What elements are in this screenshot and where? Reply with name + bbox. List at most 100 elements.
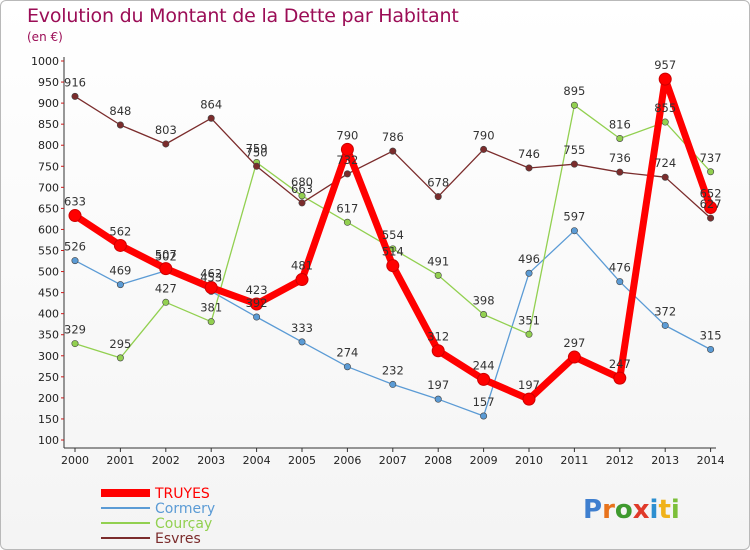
data-point	[480, 311, 488, 319]
chart-title: Evolution du Montant de la Dette par Hab…	[27, 5, 459, 27]
data-label: 803	[155, 123, 177, 137]
data-label: 351	[518, 313, 540, 327]
data-point	[658, 72, 672, 86]
data-label: 816	[609, 117, 631, 131]
data-label: 864	[200, 97, 222, 111]
data-point	[707, 214, 715, 222]
logo-letter: P	[583, 495, 602, 525]
data-point	[480, 412, 488, 420]
data-label: 502	[155, 250, 177, 264]
data-point	[159, 262, 173, 276]
data-point	[434, 193, 442, 201]
data-label: 157	[473, 395, 495, 409]
data-point	[68, 209, 82, 223]
data-label: 491	[427, 254, 449, 268]
data-point	[707, 345, 715, 353]
data-label: 297	[563, 336, 585, 350]
data-label: 916	[64, 75, 86, 89]
y-tick-label: 950	[38, 76, 59, 89]
x-tick-label: 2001	[106, 454, 134, 467]
data-label: 427	[155, 281, 177, 295]
data-label: 312	[427, 330, 449, 344]
y-tick-label: 450	[38, 287, 59, 300]
data-label: 633	[64, 195, 86, 209]
legend-label: Courçay	[155, 516, 212, 532]
y-tick-label: 700	[38, 181, 59, 194]
data-point	[525, 269, 533, 277]
data-point	[386, 259, 400, 273]
data-point	[522, 392, 536, 406]
proxiti-logo: Proxiti	[583, 495, 680, 525]
x-tick-label: 2011	[560, 454, 588, 467]
data-label: 315	[700, 328, 722, 342]
data-label: 732	[336, 153, 358, 167]
y-tick-label: 800	[38, 139, 59, 152]
legend-label: TRUYES	[154, 486, 210, 502]
data-point	[295, 273, 309, 287]
data-point	[707, 168, 715, 176]
data-point	[704, 201, 718, 215]
data-point	[567, 350, 581, 364]
x-tick-label: 2007	[379, 454, 407, 467]
data-point	[298, 338, 306, 346]
data-label: 617	[336, 201, 358, 215]
data-label: 562	[109, 224, 131, 238]
data-label: 507	[155, 248, 177, 262]
data-point	[525, 330, 533, 338]
x-tick-label: 2005	[288, 454, 316, 467]
data-label: 554	[382, 228, 404, 242]
data-point	[162, 298, 170, 306]
x-tick-label: 2002	[152, 454, 180, 467]
data-label: 652	[700, 187, 722, 201]
y-tick-label: 300	[38, 350, 59, 363]
data-point	[343, 170, 351, 178]
data-point	[570, 227, 578, 235]
data-label: 476	[609, 261, 631, 275]
x-tick-label: 2009	[470, 454, 498, 467]
data-point	[389, 380, 397, 388]
data-point	[250, 297, 264, 311]
data-label: 627	[700, 197, 722, 211]
data-label: 453	[200, 270, 222, 284]
data-point	[616, 278, 624, 286]
data-point	[253, 162, 261, 170]
y-tick-label: 350	[38, 329, 59, 342]
data-point	[340, 142, 354, 156]
data-label: 957	[654, 58, 676, 72]
y-tick-label: 200	[38, 392, 59, 405]
y-tick-label: 100	[38, 434, 59, 447]
logo-letter: x	[633, 495, 650, 525]
y-tick-label: 750	[38, 160, 59, 173]
data-point	[71, 340, 79, 348]
x-tick-label: 2003	[197, 454, 225, 467]
x-tick-label: 2012	[606, 454, 634, 467]
data-point	[204, 281, 218, 295]
data-point	[298, 199, 306, 207]
data-label: 759	[246, 141, 268, 155]
data-point	[613, 371, 627, 385]
data-point	[661, 118, 669, 126]
data-point	[661, 173, 669, 181]
legend-label: Esvres	[155, 531, 201, 547]
data-point	[431, 344, 445, 358]
data-point	[71, 257, 79, 265]
data-label: 274	[336, 346, 358, 360]
data-point	[480, 145, 488, 153]
data-label: 597	[563, 210, 585, 224]
data-label: 724	[654, 156, 676, 170]
data-point	[207, 114, 215, 122]
data-point	[113, 238, 127, 252]
data-label: 469	[109, 264, 131, 278]
data-point	[477, 372, 491, 386]
data-point	[616, 168, 624, 176]
data-label: 329	[64, 323, 86, 337]
data-label: 462	[200, 267, 222, 281]
data-point	[389, 147, 397, 155]
x-tick-label: 2008	[424, 454, 452, 467]
x-tick-label: 2004	[243, 454, 271, 467]
y-tick-label: 600	[38, 223, 59, 236]
x-tick-label: 2000	[61, 454, 89, 467]
data-point	[116, 121, 124, 129]
